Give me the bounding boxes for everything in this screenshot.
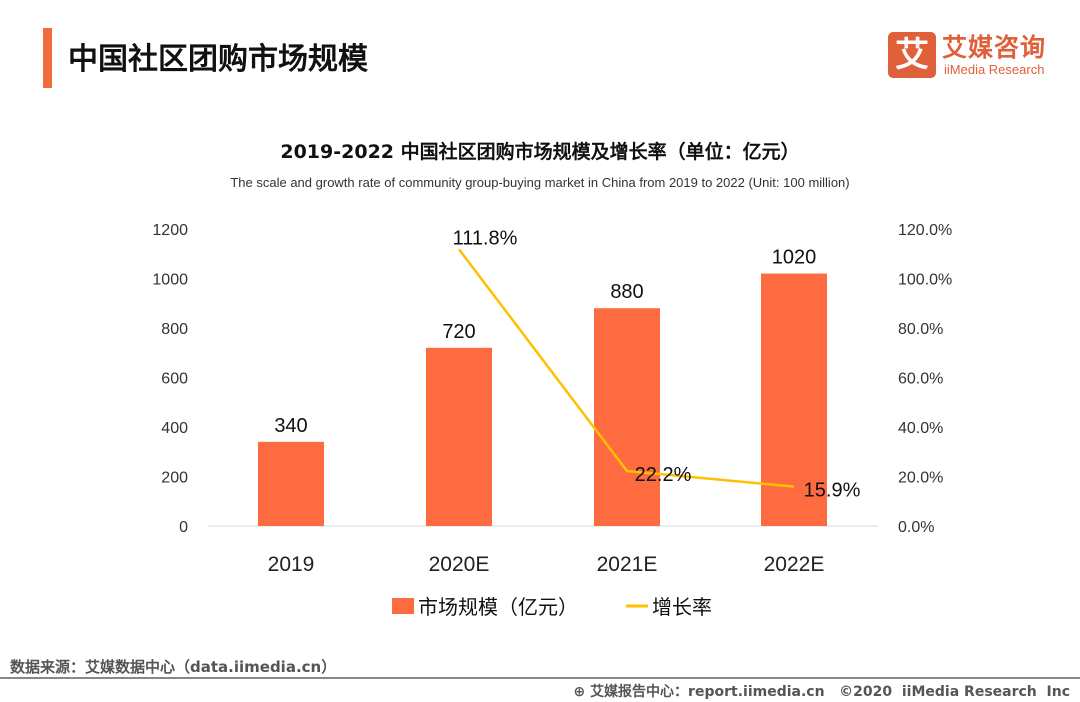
growth-line — [458, 248, 795, 488]
footer-text: 艾媒报告中心：report.iimedia.cn ©2020 iiMedia R… — [590, 684, 1070, 700]
title-accent-bar — [43, 28, 52, 88]
chart-title: 2019-2022 中国社区团购市场规模及增长率（单位：亿元） — [280, 141, 800, 163]
line-data-label: 15.9% — [804, 480, 861, 502]
page-title: 中国社区团购市场规模 — [68, 42, 368, 77]
y-right-tick-label: 40.0% — [898, 420, 943, 437]
data-source: 数据来源：艾媒数据中心（data.iimedia.cn） — [10, 658, 337, 676]
x-tick-label: 2020E — [429, 553, 490, 576]
bar — [258, 441, 324, 526]
footer-copyright: ⊕ 艾媒报告中心：report.iimedia.cn ©2020 iiMedia… — [573, 681, 1070, 701]
x-tick-label: 2022E — [764, 553, 825, 576]
y-left-tick-label: 400 — [161, 420, 188, 437]
y-left-tick-label: 1200 — [152, 222, 188, 239]
x-tick-label: 2019 — [268, 553, 315, 576]
footer-divider — [0, 677, 1080, 679]
y-right-tick-label: 100.0% — [898, 272, 952, 289]
y-right-tick-label: 60.0% — [898, 371, 943, 388]
x-tick-label: 2021E — [597, 553, 658, 576]
chart: 0 200 400 600 800 1000 1200 0.0% 20.0% 40.0% 60.0%… — [152, 222, 952, 619]
legend-bar-label: 市场规模（亿元） — [418, 596, 578, 619]
globe-icon: ⊕ — [573, 684, 586, 700]
y-left-tick-label: 200 — [161, 470, 188, 487]
legend-bar-swatch — [392, 598, 414, 614]
y-right-tick-label: 120.0% — [898, 222, 952, 239]
logo-mark: 艾 — [888, 32, 936, 78]
bar-data-label: 880 — [610, 281, 643, 303]
y-left-tick-label: 1000 — [152, 272, 188, 289]
logo-name-en: iiMedia Research — [944, 62, 1045, 77]
chart-subtitle: The scale and growth rate of community g… — [230, 175, 850, 190]
logo-name-cn: 艾媒咨询 — [942, 33, 1047, 62]
y-left-tick-label: 0 — [179, 519, 188, 536]
bar — [426, 347, 492, 526]
bar-data-label: 1020 — [772, 247, 817, 269]
y-left-tick-label: 800 — [161, 321, 188, 338]
y-right-tick-label: 80.0% — [898, 321, 943, 338]
y-left-tick-label: 600 — [161, 371, 188, 388]
logo: 艾 艾媒咨询 iiMedia Research — [888, 28, 1068, 80]
line-data-label: 22.2% — [635, 464, 692, 486]
line-data-label: 111.8% — [453, 227, 518, 249]
bar-data-label: 720 — [442, 321, 475, 343]
legend-line-label: 增长率 — [652, 596, 712, 619]
y-right-tick-label: 20.0% — [898, 470, 943, 487]
bar — [594, 308, 660, 526]
bar-data-label: 340 — [274, 415, 307, 437]
y-right-tick-label: 0.0% — [898, 519, 934, 536]
